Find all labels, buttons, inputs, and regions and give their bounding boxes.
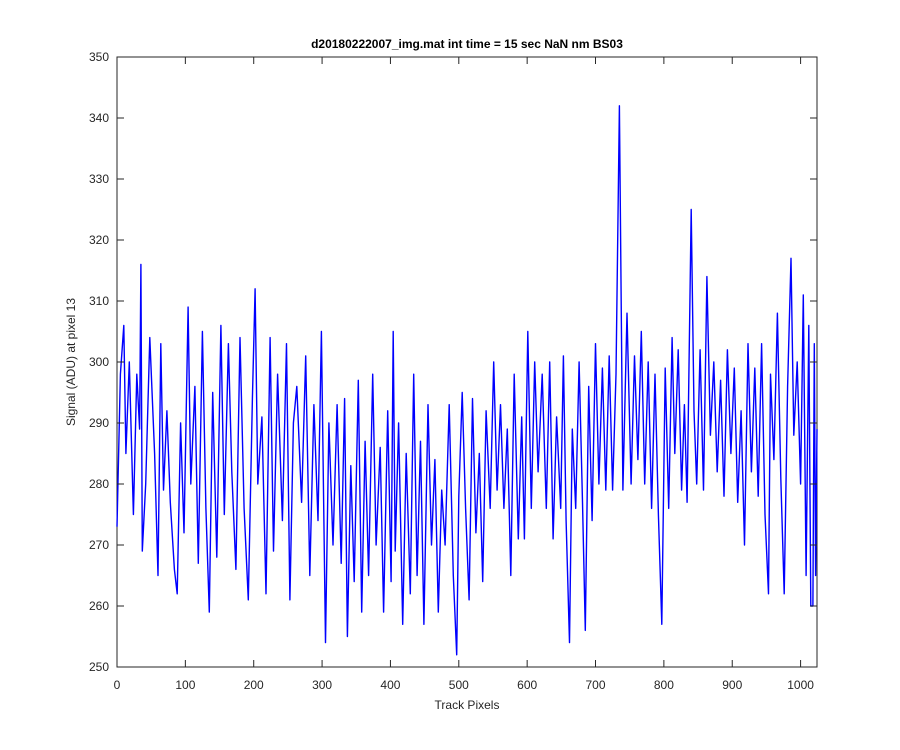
x-tick-label: 100 (175, 678, 195, 692)
plot-area: 0 100 200 300 400 500 600 700 800 900 1000 2502602… (89, 50, 818, 692)
x-tick-label: 700 (586, 678, 606, 692)
y-tick-label: 250 (89, 660, 109, 674)
x-tick-label: 400 (380, 678, 400, 692)
y-tick-label: 270 (89, 538, 109, 552)
y-tick-label: 330 (89, 172, 109, 186)
x-tick-label: 1000 (787, 678, 814, 692)
y-axis-label: Signal (ADU) at pixel 13 (64, 298, 78, 426)
y-tick-label: 320 (89, 233, 109, 247)
y-tick-label: 300 (89, 355, 109, 369)
x-tick-label: 0 (114, 678, 121, 692)
x-tick-label: 600 (517, 678, 537, 692)
x-tick-label: 900 (722, 678, 742, 692)
series-layer (116, 105, 818, 656)
y-tick-label: 340 (89, 111, 109, 125)
x-tick-label: 300 (312, 678, 332, 692)
y-tick-label: 260 (89, 599, 109, 613)
x-tick-label: 800 (654, 678, 674, 692)
x-tick-label: 200 (244, 678, 264, 692)
x-axis-label: Track Pixels (435, 698, 500, 712)
y-tick-label: 310 (89, 294, 109, 308)
x-tick-label: 500 (449, 678, 469, 692)
x-axis-ticks: 0 100 200 300 400 500 600 700 800 900 1000 (114, 57, 814, 692)
chart-title: d20180222007_img.mat int time = 15 sec N… (311, 37, 623, 51)
y-tick-label: 280 (89, 477, 109, 491)
y-tick-label: 290 (89, 416, 109, 430)
y-tick-label: 350 (89, 50, 109, 64)
y-axis-ticks: 250 260 270 280 290 300 310 320 330 340 350 (89, 50, 817, 674)
series-line-1 (116, 105, 818, 656)
